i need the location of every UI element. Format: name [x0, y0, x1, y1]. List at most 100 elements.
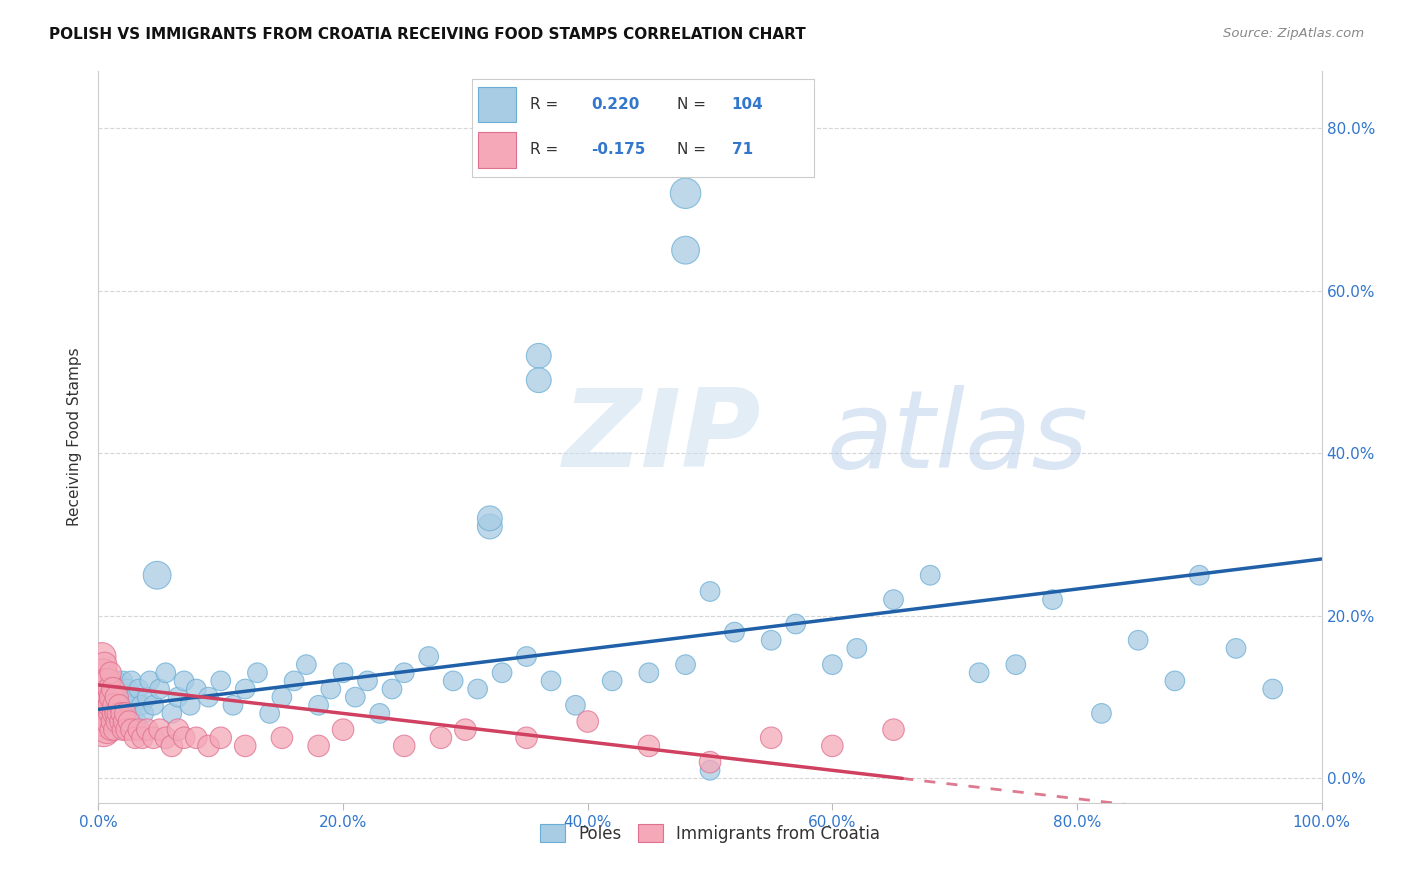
Point — [96, 723, 118, 737]
Point — [441, 673, 464, 688]
Point — [845, 641, 868, 656]
Point — [93, 673, 115, 688]
Point — [332, 723, 354, 737]
Point — [107, 706, 129, 721]
Point — [104, 714, 127, 729]
Point — [91, 706, 114, 721]
Point — [105, 714, 128, 729]
Point — [883, 592, 905, 607]
Point — [100, 698, 122, 713]
Point — [91, 723, 114, 737]
Point — [1042, 592, 1064, 607]
Point — [108, 698, 131, 713]
Point — [540, 673, 562, 688]
Point — [699, 755, 721, 769]
Point — [270, 731, 294, 745]
Point — [91, 698, 114, 713]
Point — [97, 690, 120, 705]
Point — [209, 673, 232, 688]
Point — [100, 723, 122, 737]
Point — [107, 706, 129, 721]
Point — [101, 706, 124, 721]
Point — [209, 731, 232, 745]
Text: ZIP: ZIP — [564, 384, 762, 490]
Point — [117, 681, 139, 696]
Point — [155, 731, 177, 745]
Point — [111, 690, 134, 705]
Point — [1225, 641, 1247, 656]
Text: atlas: atlas — [827, 384, 1088, 490]
Point — [120, 673, 142, 688]
Point — [115, 714, 138, 729]
Point — [93, 714, 115, 729]
Point — [93, 657, 115, 672]
Point — [142, 698, 165, 713]
Point — [110, 714, 132, 729]
Point — [576, 714, 599, 729]
Point — [105, 690, 128, 705]
Point — [160, 706, 183, 721]
Point — [120, 723, 142, 737]
Point — [101, 714, 124, 729]
Point — [491, 665, 513, 680]
Point — [699, 764, 721, 778]
Point — [637, 739, 661, 753]
Point — [120, 706, 142, 721]
Point — [186, 681, 208, 696]
Text: Source: ZipAtlas.com: Source: ZipAtlas.com — [1223, 27, 1364, 40]
Point — [283, 673, 305, 688]
Point — [1188, 568, 1211, 582]
Point — [108, 698, 131, 713]
Point — [515, 731, 537, 745]
Point — [96, 681, 118, 696]
Point — [128, 723, 150, 737]
Point — [118, 690, 141, 705]
Point — [515, 649, 537, 664]
Point — [197, 739, 219, 753]
Point — [1128, 633, 1150, 648]
Point — [173, 731, 195, 745]
Legend: Poles, Immigrants from Croatia: Poles, Immigrants from Croatia — [533, 818, 887, 849]
Point — [356, 673, 378, 688]
Point — [308, 698, 330, 713]
Point — [97, 690, 120, 705]
Point — [97, 698, 120, 713]
Point — [186, 731, 208, 745]
Point — [98, 723, 121, 737]
Point — [564, 698, 586, 713]
Point — [105, 690, 128, 705]
Point — [101, 690, 124, 705]
Point — [179, 698, 201, 713]
Point — [91, 706, 114, 721]
Point — [94, 673, 117, 688]
Point — [233, 739, 256, 753]
Point — [91, 649, 114, 664]
Point — [149, 723, 172, 737]
Point — [160, 739, 183, 753]
Point — [167, 723, 190, 737]
Point — [101, 681, 124, 696]
Point — [115, 723, 138, 737]
Point — [155, 665, 177, 680]
Point — [93, 681, 115, 696]
Point — [392, 739, 416, 753]
Text: POLISH VS IMMIGRANTS FROM CROATIA RECEIVING FOOD STAMPS CORRELATION CHART: POLISH VS IMMIGRANTS FROM CROATIA RECEIV… — [49, 27, 806, 42]
Point — [467, 681, 489, 696]
Point — [699, 584, 721, 599]
Point — [96, 698, 118, 713]
Point — [96, 706, 118, 721]
Point — [637, 665, 661, 680]
Point — [91, 690, 114, 705]
Point — [139, 673, 162, 688]
Point — [97, 673, 120, 688]
Y-axis label: Receiving Food Stamps: Receiving Food Stamps — [67, 348, 83, 526]
Point — [91, 690, 114, 705]
Point — [478, 511, 501, 525]
Point — [101, 714, 124, 729]
Point — [920, 568, 942, 582]
Point — [129, 698, 152, 713]
Point — [90, 673, 112, 688]
Point — [418, 649, 440, 664]
Point — [111, 723, 134, 737]
Point — [146, 568, 169, 582]
